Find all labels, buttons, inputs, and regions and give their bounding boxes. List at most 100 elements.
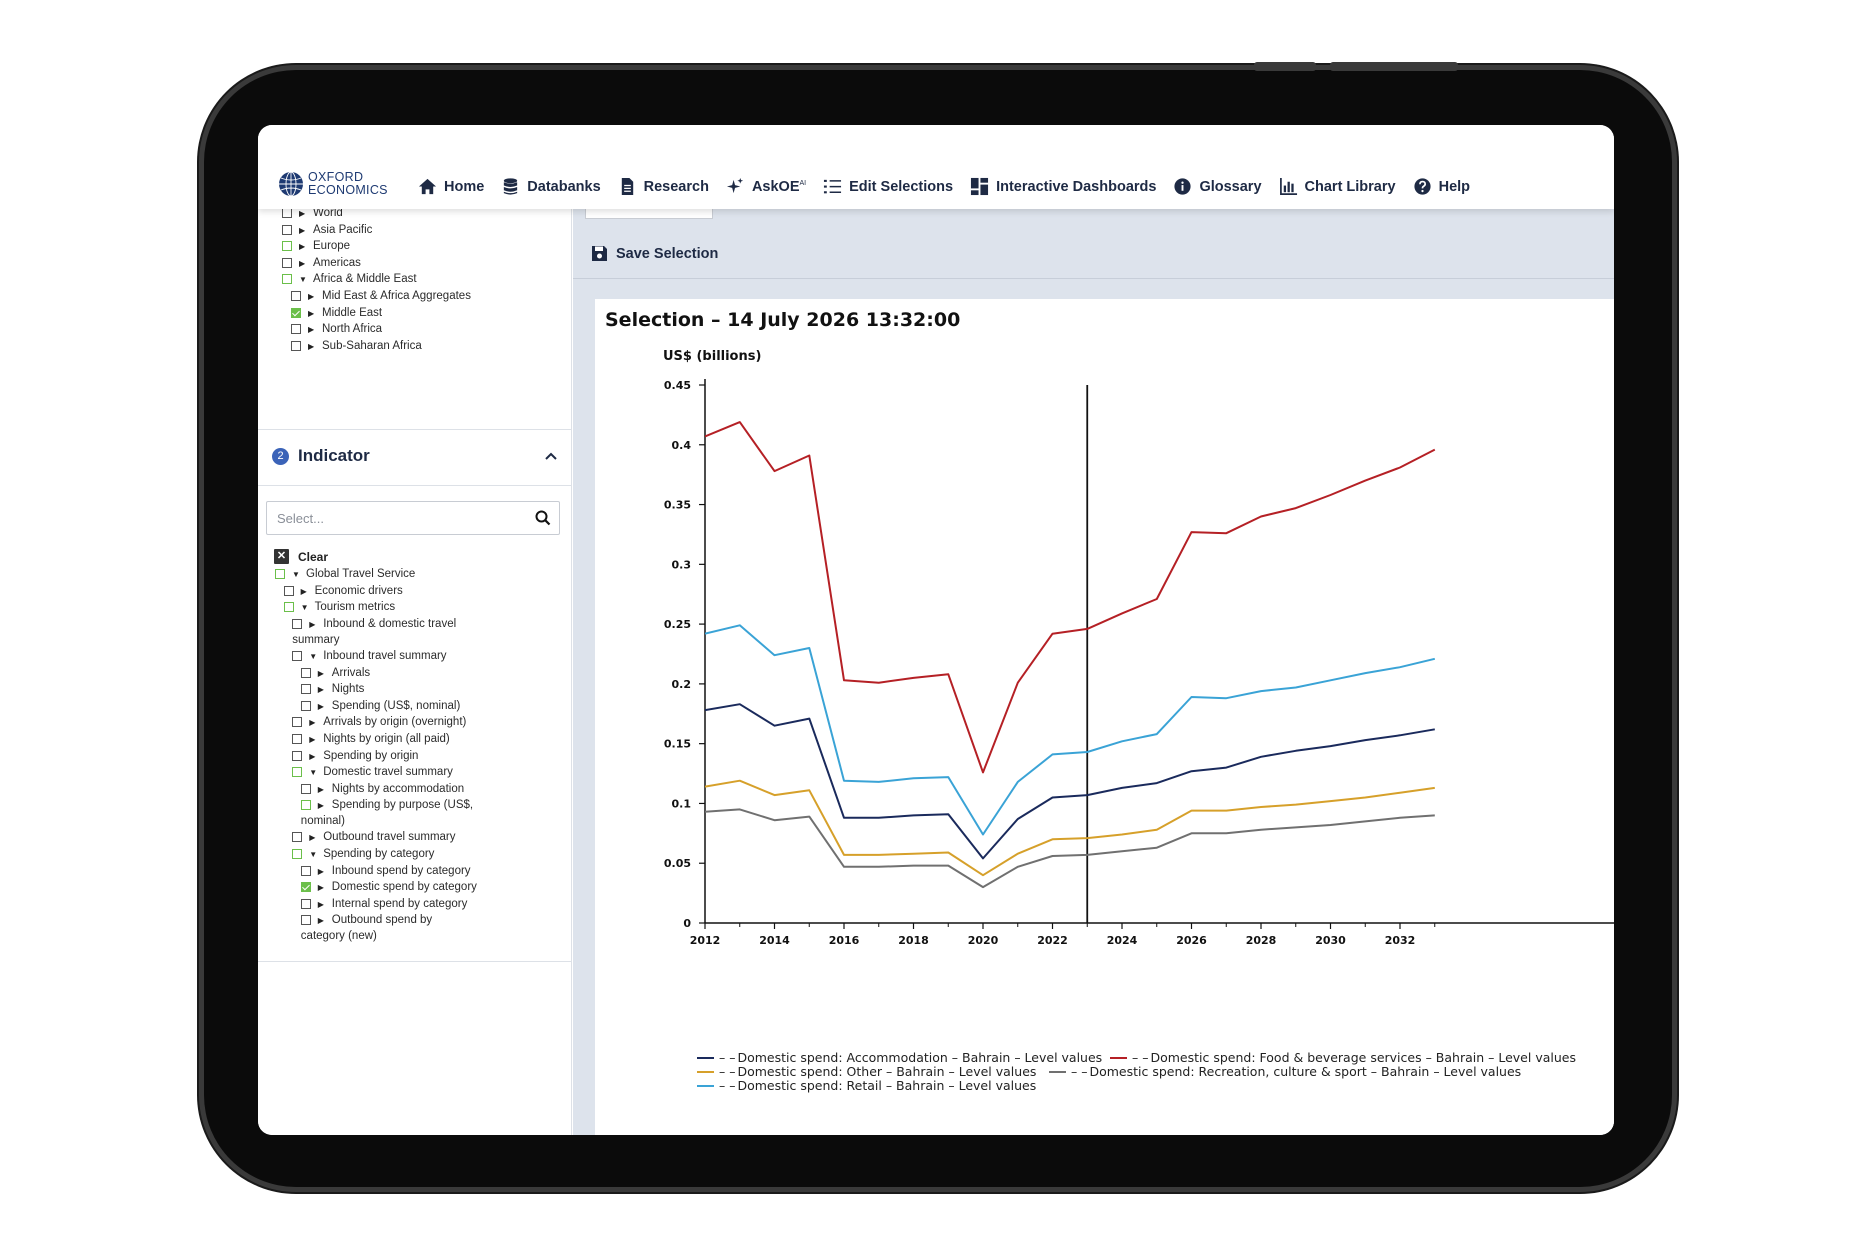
series-line[interactable] xyxy=(705,808,1435,889)
nav-glossary[interactable]: Glossary xyxy=(1173,177,1262,196)
tree-checkbox[interactable] xyxy=(283,602,294,613)
tree-item[interactable]: ▶ Inbound & domestic travel summary xyxy=(292,617,456,647)
tree-item[interactable]: ▼ Global Travel Service xyxy=(275,567,415,582)
nav-chart-library[interactable]: Chart Library xyxy=(1279,177,1396,196)
caret-right-icon[interactable]: ▶ xyxy=(308,292,315,301)
caret-right-icon[interactable]: ▶ xyxy=(308,341,315,351)
series-line[interactable] xyxy=(705,624,1436,836)
legend-item[interactable]: – – Domestic spend: Food & beverage serv… xyxy=(1110,1050,1576,1065)
tree-checkbox[interactable] xyxy=(300,684,311,695)
tree-item[interactable]: ▶ Nights xyxy=(300,682,364,697)
tree-item[interactable]: ▶ Outbound spend by category (new) xyxy=(300,913,432,943)
caret-right-icon[interactable]: ▶ xyxy=(317,701,324,711)
tree-checkbox[interactable] xyxy=(282,274,292,285)
nav-help[interactable]: Help xyxy=(1413,177,1470,196)
tree-item[interactable]: ▼ Tourism metrics xyxy=(283,600,395,615)
caret-right-icon[interactable]: ▶ xyxy=(309,833,316,843)
oxford-economics-logo[interactable]: OXFORD ECONOMICS xyxy=(278,169,393,203)
line-chart[interactable]: US$ (billions) 0 0.05 0.1 0.15 0.2 0.25 0.3 0.35… xyxy=(595,299,1614,1135)
tree-item[interactable]: ▶ Arrivals xyxy=(300,666,370,681)
tree-checkbox[interactable] xyxy=(282,208,292,218)
caret-down-icon[interactable]: ▼ xyxy=(309,850,318,859)
tree-checkbox[interactable] xyxy=(283,585,294,596)
indicator-search-input[interactable] xyxy=(267,502,517,534)
tree-item[interactable]: ▶ Spending (US$, nominal) xyxy=(300,699,460,714)
caret-right-icon[interactable]: ▶ xyxy=(317,801,324,811)
tree-checkbox[interactable] xyxy=(300,700,311,711)
nav-home[interactable]: Home xyxy=(418,177,484,196)
tree-item[interactable]: ▶ Arrivals by origin (overnight) xyxy=(292,715,466,730)
caret-right-icon[interactable]: ▶ xyxy=(309,619,316,629)
tree-item[interactable]: ▶ Sub-Saharan Africa xyxy=(291,339,422,354)
tree-item[interactable]: ▶ Domestic spend by category xyxy=(300,880,477,895)
tree-checkbox[interactable] xyxy=(291,340,301,351)
legend-item[interactable]: – – Domestic spend: Retail – Bahrain – L… xyxy=(697,1078,1036,1093)
tree-item[interactable]: ▶ Economic drivers xyxy=(283,584,403,599)
caret-down-icon[interactable]: ▼ xyxy=(299,275,307,285)
tree-checkbox[interactable] xyxy=(292,650,303,661)
caret-right-icon[interactable]: ▶ xyxy=(299,225,306,235)
series-line[interactable] xyxy=(705,703,1435,860)
caret-right-icon[interactable]: ▶ xyxy=(308,325,315,335)
tree-item[interactable]: ▶ Spending by purpose (US$, nominal) xyxy=(300,798,473,828)
tree-checkbox[interactable] xyxy=(300,915,311,926)
tree-checkbox[interactable] xyxy=(300,882,311,893)
series-line[interactable] xyxy=(705,779,1435,877)
nav-interactive-dashboards[interactable]: Interactive Dashboards xyxy=(970,177,1156,196)
caret-right-icon[interactable]: ▶ xyxy=(309,718,316,728)
series-line[interactable] xyxy=(705,421,1436,774)
caret-right-icon[interactable]: ▶ xyxy=(309,751,316,761)
tree-item[interactable]: ▶ Nights by origin (all paid) xyxy=(292,732,450,747)
tree-item[interactable]: ▼ Africa & Middle East xyxy=(282,272,417,287)
tree-item[interactable]: ▶ Mid East & Africa Aggregates xyxy=(291,289,471,304)
tree-checkbox[interactable] xyxy=(300,667,311,678)
tab-stub[interactable] xyxy=(585,209,713,219)
tree-item[interactable]: ▶ North Africa xyxy=(291,322,382,337)
legend-item[interactable]: – – Domestic spend: Accommodation – Bahr… xyxy=(697,1050,1102,1065)
save-selection-button[interactable]: Save Selection xyxy=(616,245,719,262)
caret-right-icon[interactable]: ▶ xyxy=(317,883,324,893)
tree-checkbox[interactable] xyxy=(282,241,292,252)
tree-checkbox[interactable] xyxy=(300,800,311,811)
caret-right-icon[interactable]: ▶ xyxy=(317,668,324,678)
tree-checkbox[interactable] xyxy=(292,717,303,728)
tree-item[interactable]: ▼ Domestic travel summary xyxy=(292,765,453,780)
nav-askoe[interactable]: AskOE AI xyxy=(726,177,806,196)
chevron-up-icon[interactable] xyxy=(544,449,558,463)
tree-item[interactable]: ▶ Inbound spend by category xyxy=(300,864,471,879)
tree-checkbox[interactable] xyxy=(275,569,285,579)
caret-down-icon[interactable]: ▼ xyxy=(300,603,309,613)
tree-checkbox[interactable] xyxy=(291,307,301,318)
tree-item[interactable]: ▶ Europe xyxy=(282,239,350,254)
tree-checkbox[interactable] xyxy=(300,865,311,876)
tree-checkbox[interactable] xyxy=(291,291,301,301)
tree-item[interactable]: ▶ Internal spend by category xyxy=(300,897,467,912)
caret-right-icon[interactable]: ▶ xyxy=(300,586,307,596)
caret-right-icon[interactable]: ▶ xyxy=(299,242,306,252)
tree-checkbox[interactable] xyxy=(292,733,303,744)
clear-button[interactable]: ✕ Clear xyxy=(274,549,328,564)
caret-right-icon[interactable]: ▶ xyxy=(299,209,306,218)
tree-item[interactable]: ▶ Nights by accommodation xyxy=(300,782,464,797)
tree-item[interactable]: ▶ Middle East xyxy=(291,306,382,321)
tree-item[interactable]: ▶ Asia Pacific xyxy=(282,223,372,238)
tree-item[interactable]: ▶ Spending by origin xyxy=(292,749,418,764)
caret-right-icon[interactable]: ▶ xyxy=(308,308,315,318)
tree-checkbox[interactable] xyxy=(300,783,311,794)
tree-checkbox[interactable] xyxy=(292,767,303,778)
tree-item[interactable]: ▼ Spending by category xyxy=(292,847,434,862)
caret-down-icon[interactable]: ▼ xyxy=(309,651,318,661)
tree-checkbox[interactable] xyxy=(292,832,303,843)
nav-databanks[interactable]: Databanks xyxy=(501,177,601,196)
tree-checkbox[interactable] xyxy=(292,618,303,629)
caret-right-icon[interactable]: ▶ xyxy=(309,734,316,744)
caret-down-icon[interactable]: ▼ xyxy=(309,768,318,778)
caret-right-icon[interactable]: ▶ xyxy=(317,916,324,926)
search-icon[interactable] xyxy=(535,510,551,526)
tree-item[interactable]: ▼ Inbound travel summary xyxy=(292,649,447,664)
caret-down-icon[interactable]: ▼ xyxy=(292,570,300,579)
tree-item[interactable]: ▶ World xyxy=(282,206,343,221)
tree-checkbox[interactable] xyxy=(292,849,303,859)
caret-right-icon[interactable]: ▶ xyxy=(299,258,306,268)
nav-research[interactable]: Research xyxy=(618,177,709,196)
